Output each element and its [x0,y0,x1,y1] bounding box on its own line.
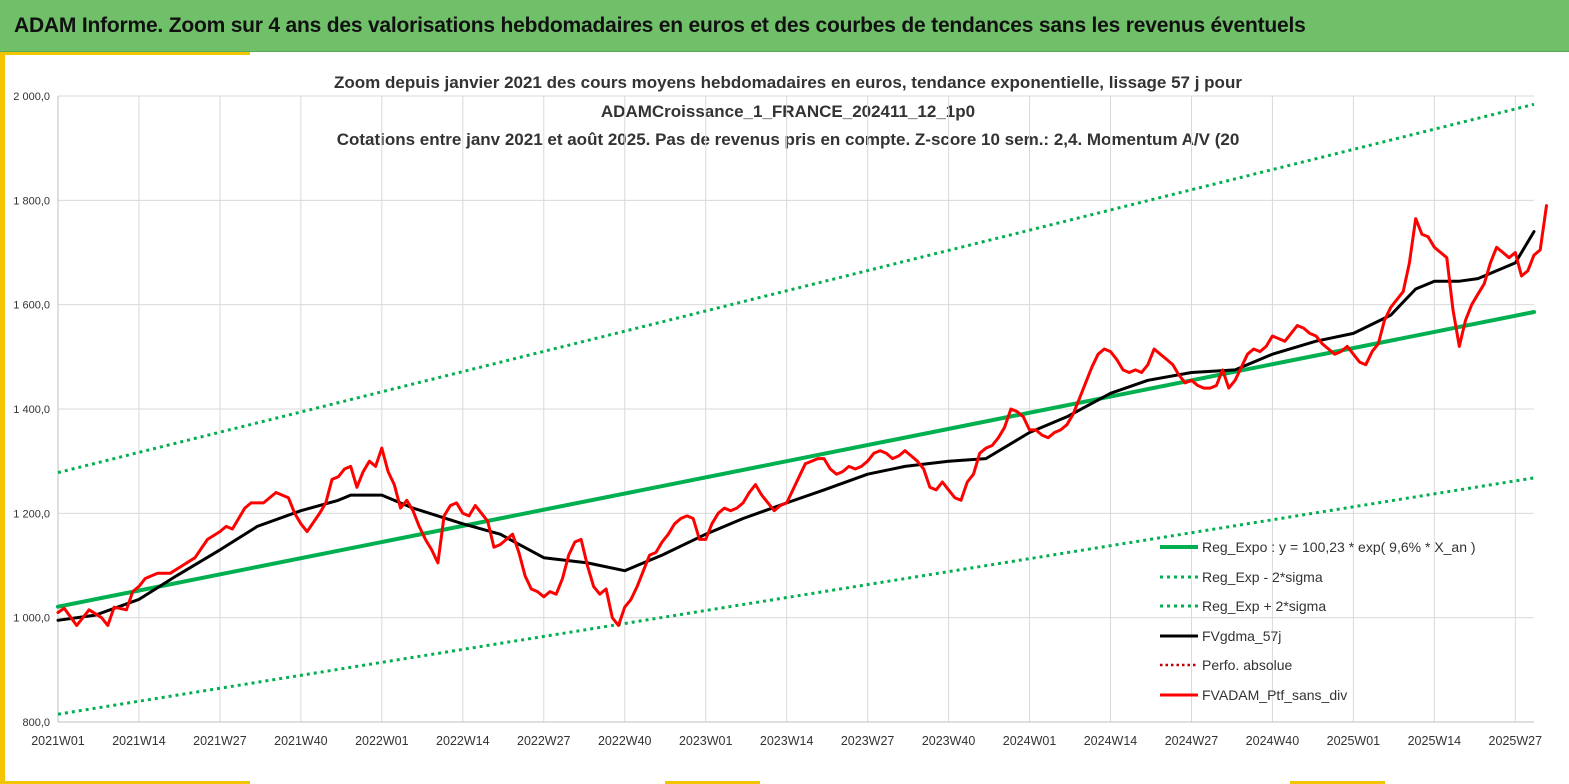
chart-title-line-1: Zoom depuis janvier 2021 des cours moyen… [334,73,1242,92]
y-tick-label: 800,0 [22,717,50,729]
x-tick-label: 2021W27 [193,734,247,748]
x-tick-label: 2025W27 [1489,734,1543,748]
y-tick-label: 1 400,0 [13,404,50,416]
legend-label-absolute-perf-line: Perfo. absolue [1202,657,1292,673]
x-tick-label: 2023W27 [841,734,895,748]
y-axis: 800,0 1 000,0 1 200,0 1 400,0 1 600,0 1 800,0… [13,91,59,729]
title-banner: ADAM Informe. Zoom sur 4 ans des valoris… [0,0,1569,52]
accent-bar-top [0,52,250,55]
legend-label-trend-minus-2sigma-line: Reg_Exp - 2*sigma [1202,569,1323,585]
accent-bar-bottom-mid [665,781,760,784]
legend-label-portfolio-line: FVADAM_Ptf_sans_div [1202,687,1347,703]
x-tick-label: 2024W01 [1003,734,1057,748]
x-tick-label: 2024W40 [1246,734,1300,748]
banner-title: ADAM Informe. Zoom sur 4 ans des valoris… [14,14,1306,37]
portfolio-line [56,204,1548,627]
x-tick-label: 2023W40 [922,734,976,748]
y-tick-label: 1 200,0 [13,508,50,520]
x-tick-label: 2021W01 [31,734,85,748]
x-tick-label: 2022W14 [436,734,490,748]
x-tick-label: 2023W01 [679,734,733,748]
x-tick-label: 2024W14 [1084,734,1138,748]
legend-label-trend-line: Reg_Expo : y = 100,23 * exp( 9,6% * X_an… [1202,539,1476,555]
x-tick-label: 2021W14 [112,734,166,748]
x-tick-label: 2025W14 [1408,734,1462,748]
legend-label-smoothed-line: FVgdma_57j [1202,628,1281,644]
y-tick-label: 1 000,0 [13,613,50,625]
trend-line [56,310,1536,609]
x-tick-label: 2021W40 [274,734,328,748]
chart-title-line-2: ADAMCroissance_1_FRANCE_202411_12_1p0 [601,102,975,121]
plot-grid [57,95,1534,723]
x-tick-label: 2023W14 [760,734,814,748]
x-axis: 2021W01 2021W14 2021W27 2021W40 2022W01 2022W… [31,721,1543,748]
x-tick-label: 2025W01 [1327,734,1381,748]
chart-area: Zoom depuis janvier 2021 des cours moyen… [13,73,1548,748]
legend-label-trend-plus-2sigma-line: Reg_Exp + 2*sigma [1202,598,1326,614]
x-tick-label: 2022W01 [355,734,409,748]
accent-bar-bottom [0,781,250,784]
plot-series [56,102,1548,716]
chart-title-line-3: Cotations entre janv 2021 et août 2025. … [337,130,1240,149]
accent-bar-left [0,52,5,784]
y-tick-label: 1 600,0 [13,300,50,312]
x-tick-label: 2022W40 [598,734,652,748]
trend-plus-2sigma-line [57,102,1535,475]
accent-bar-bottom-right [1290,781,1385,784]
x-tick-label: 2022W27 [517,734,571,748]
y-tick-label: 1 800,0 [13,195,50,207]
chart-legend: Reg_Expo : y = 100,23 * exp( 9,6% * X_an… [1160,539,1476,703]
y-tick-label: 2 000,0 [13,91,50,103]
x-tick-label: 2024W27 [1165,734,1219,748]
